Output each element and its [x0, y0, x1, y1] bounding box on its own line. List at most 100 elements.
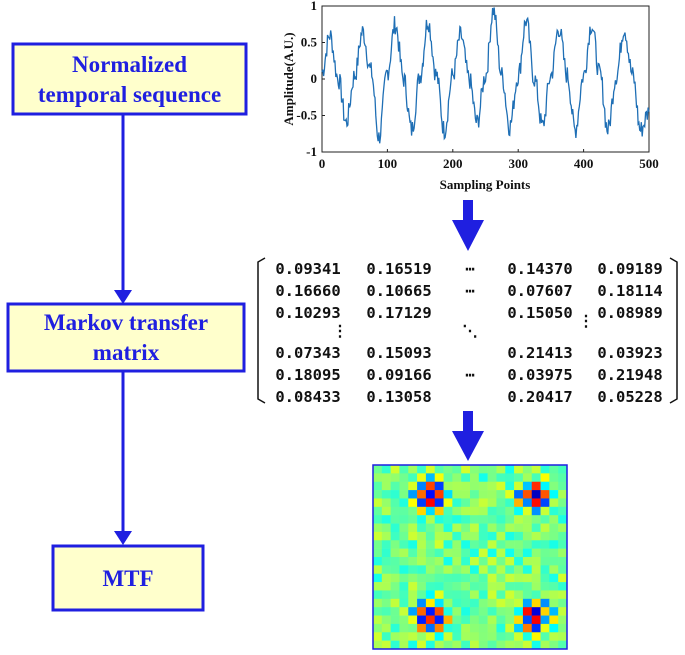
flow-arrowhead-1	[114, 290, 132, 304]
matrix-cell: 0.07607	[507, 282, 572, 300]
heatmap-cell	[408, 573, 418, 583]
heatmap-cell	[505, 632, 515, 641]
heatmap-cell	[558, 623, 568, 633]
heatmap-cell	[443, 573, 453, 583]
matrix-hdots: ⋯	[465, 260, 474, 278]
heatmap-cell	[496, 640, 506, 650]
heatmap-cell	[461, 481, 471, 491]
matrix-cell: 0.16660	[275, 282, 340, 300]
heatmap-cell	[443, 465, 453, 474]
heatmap-cell	[531, 490, 541, 499]
heatmap-cell	[549, 523, 559, 533]
heatmap-cell	[531, 540, 541, 549]
heatmap-cell	[478, 490, 488, 499]
heatmap-cell	[470, 598, 480, 608]
box-mtf: MTF	[51, 544, 205, 612]
heatmap-cell	[434, 573, 444, 583]
heatmap-cell	[496, 573, 506, 583]
heatmap-cell	[514, 632, 524, 641]
heatmap-cell	[549, 557, 559, 566]
heatmap-cell	[514, 582, 524, 591]
matrix-cell: 0.18114	[597, 282, 662, 300]
heatmap-cell	[417, 523, 427, 533]
heatmap-cell	[522, 640, 533, 650]
heatmap-cell	[390, 531, 400, 541]
heatmap-cell	[443, 615, 453, 625]
heatmap-cell	[514, 557, 524, 566]
matrix-cell: 0.13058	[366, 388, 431, 406]
heatmap-cell	[443, 557, 453, 566]
heatmap-cell	[558, 506, 568, 516]
heatmap-cell	[505, 590, 515, 600]
heatmap-cell	[417, 632, 427, 641]
heatmap-cell	[390, 481, 400, 491]
heatmap-cell	[522, 481, 533, 491]
heatmap-cell	[487, 557, 497, 566]
heatmap-cell	[514, 623, 524, 633]
heatmap-cell	[425, 557, 436, 566]
heatmap-cell	[417, 498, 427, 508]
heatmap-cell	[496, 506, 506, 516]
heatmap-cell	[540, 640, 550, 650]
heatmap-cell	[390, 557, 400, 566]
heatmap-cell	[399, 607, 409, 616]
heatmap-cell	[558, 515, 568, 524]
heatmap-cell	[478, 573, 488, 583]
heatmap-cell	[505, 515, 515, 524]
heatmap-cell	[461, 590, 471, 600]
heatmap-cell	[408, 623, 418, 633]
heatmap-cell	[425, 632, 436, 641]
heatmap-cell	[417, 548, 427, 558]
heatmap-cell	[487, 623, 497, 633]
heatmap-cell	[425, 590, 436, 600]
heatmap-cell	[381, 506, 391, 516]
heatmap-cell	[408, 481, 418, 491]
heatmap-cell	[531, 615, 541, 625]
heatmap-cell	[505, 531, 515, 541]
heatmap-cell	[522, 540, 533, 549]
heatmap-cell	[452, 540, 462, 549]
heatmap-cell	[390, 540, 400, 549]
heatmap-cell	[549, 573, 559, 583]
heatmap-cell	[514, 490, 524, 499]
heatmap-cell	[381, 598, 391, 608]
heatmap-cell	[531, 498, 541, 508]
matrix-cell: 0.17129	[366, 304, 431, 322]
heatmap-cell	[373, 465, 383, 474]
heatmap-cell	[399, 481, 409, 491]
heatmap-cell	[381, 531, 391, 541]
heatmap-cell	[425, 523, 436, 533]
heatmap-cell	[381, 615, 391, 625]
heatmap-cell	[514, 473, 524, 483]
heatmap-cell	[522, 506, 533, 516]
x-tick-label: 500	[639, 156, 659, 171]
heatmap-cell	[408, 582, 418, 591]
arrow-chart-to-matrix	[452, 200, 484, 251]
heatmap-cell	[417, 557, 427, 566]
heatmap-cell	[381, 607, 391, 616]
heatmap-cell	[425, 515, 436, 524]
chart-ticks: 0 100 200 300 400 500 1 0.5 0 -0.5 -1	[296, 0, 658, 171]
heatmap-cell	[443, 607, 453, 616]
heatmap-cell	[381, 465, 391, 474]
heatmap-cell	[549, 473, 559, 483]
heatmap-cell	[390, 515, 400, 524]
heatmap-cell	[399, 640, 409, 650]
heatmap-cell	[417, 565, 427, 575]
box-normalized-line1: Normalized	[72, 52, 187, 77]
heatmap-cell	[487, 590, 497, 600]
heatmap-cell	[381, 481, 391, 491]
heatmap-cell	[461, 640, 471, 650]
heatmap-cell	[531, 565, 541, 575]
heatmap-cell	[452, 640, 462, 650]
heatmap-cell	[470, 548, 480, 558]
y-tick-label: -0.5	[296, 108, 317, 123]
heatmap-cell	[522, 590, 533, 600]
heatmap-cell	[487, 607, 497, 616]
x-tick-label: 100	[378, 156, 398, 171]
heatmap-cell	[514, 540, 524, 549]
heatmap-cell	[514, 548, 524, 558]
heatmap-cell	[558, 565, 568, 575]
heatmap-cell	[470, 481, 480, 491]
